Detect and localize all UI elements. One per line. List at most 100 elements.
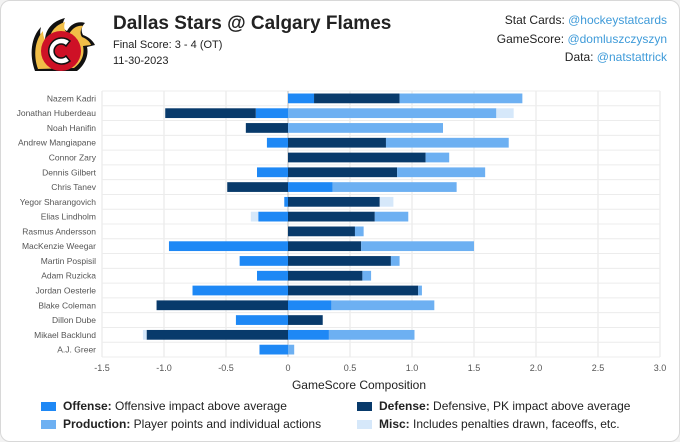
- x-tick-label: 1.5: [468, 363, 481, 373]
- bar-production: [390, 256, 400, 266]
- legend-name: Defense:: [379, 399, 430, 413]
- legend-swatch-offense: [41, 402, 56, 412]
- bar-defense: [288, 211, 375, 222]
- bar-production: [361, 241, 474, 252]
- legend-desc: Player points and individual actions: [130, 417, 322, 431]
- bar-defense: [245, 123, 288, 133]
- player-label: Jonathan Huberdeau: [17, 108, 97, 118]
- game-date: 11-30-2023: [113, 55, 169, 67]
- page-title: Dallas Stars @ Calgary Flames: [113, 13, 392, 34]
- legend-defense: Defense: Defensive, PK impact above aver…: [357, 399, 630, 413]
- bar-offense: [168, 241, 288, 252]
- player-label: Dillon Dube: [52, 315, 96, 325]
- bar-offense: [288, 93, 315, 104]
- bar-defense: [165, 108, 256, 119]
- bar-defense: [288, 256, 391, 266]
- x-tick-label: 0: [285, 363, 290, 373]
- player-label: Dennis Gilbert: [42, 167, 96, 177]
- bar-defense: [227, 182, 288, 192]
- player-label: A.J. Greer: [57, 345, 96, 355]
- bar-defense: [156, 300, 288, 311]
- bar-production: [418, 285, 422, 296]
- bar-production: [397, 167, 486, 178]
- player-label: Chris Tanev: [51, 182, 96, 192]
- bar-offense: [235, 315, 288, 325]
- x-tick-label: -1.5: [94, 363, 110, 373]
- bar-production: [425, 152, 450, 163]
- credit-label: GameScore:: [496, 32, 568, 46]
- player-label: Blake Coleman: [38, 300, 96, 310]
- bar-offense: [258, 211, 288, 222]
- bar-offense: [284, 196, 288, 207]
- credit-stat-cards: Stat Cards: @hockeystatcards: [505, 13, 667, 27]
- x-tick-label: 1.0: [406, 363, 419, 373]
- bar-offense: [192, 285, 288, 296]
- credit-handle-link[interactable]: @domluszczyszyn: [567, 32, 667, 46]
- player-label: Andrew Mangiapane: [18, 138, 96, 148]
- bar-offense: [288, 182, 333, 192]
- credit-handle-link[interactable]: @natstattrick: [596, 50, 667, 64]
- bar-misc: [250, 211, 259, 222]
- bar-offense: [266, 137, 288, 148]
- x-tick-label: 2.0: [530, 363, 543, 373]
- bar-defense: [146, 329, 288, 340]
- x-axis-title: GameScore Composition: [292, 378, 426, 392]
- bar-defense: [288, 152, 426, 163]
- bar-defense: [288, 137, 386, 148]
- bar-defense: [288, 226, 355, 237]
- credit-gamescore: GameScore: @domluszczyszyn: [497, 32, 667, 46]
- bar-defense: [288, 196, 380, 207]
- bar-defense: [288, 270, 363, 281]
- bar-defense: [288, 315, 323, 325]
- player-label: Yegor Sharangovich: [20, 197, 97, 207]
- legend-production: Production: Player points and individual…: [41, 417, 321, 431]
- bar-defense: [288, 241, 362, 252]
- bar-production: [331, 300, 435, 311]
- player-label: Connor Zary: [49, 153, 97, 163]
- bar-production: [328, 329, 415, 340]
- x-tick-label: 0.5: [344, 363, 357, 373]
- player-label: Mikael Backlund: [34, 330, 96, 340]
- bar-production: [288, 108, 497, 119]
- player-label: Nazem Kadri: [47, 93, 96, 103]
- x-tick-label: -1.0: [156, 363, 172, 373]
- legend-offense: Offense: Offensive impact above average: [41, 399, 287, 413]
- bar-production: [288, 344, 295, 355]
- legend-name: Production:: [63, 417, 131, 431]
- credit-label: Data:: [564, 50, 597, 64]
- legend-swatch-misc: [357, 420, 372, 430]
- player-label: Rasmus Andersson: [22, 226, 96, 236]
- gamescore-chart: -1.5 -1.0 -0.5 0 0.5 1.0 1.5 2.0 2.5 3.0 Nazem Kad…: [17, 90, 667, 392]
- final-score: Final Score: 3 - 4 (OT): [113, 39, 223, 51]
- legend-misc: Misc: Includes penalties drawn, faceoffs…: [357, 417, 620, 431]
- bar-defense: [288, 167, 398, 178]
- legend-swatch-defense: [357, 402, 372, 412]
- bar-defense: [314, 93, 400, 104]
- bar-production: [362, 270, 372, 281]
- player-label: Elias Lindholm: [41, 212, 96, 222]
- player-label: Martin Pospisil: [41, 256, 96, 266]
- legend-name: Offense:: [63, 399, 112, 413]
- legend-name: Misc:: [379, 417, 410, 431]
- x-tick-label: 3.0: [654, 363, 667, 373]
- bar-production: [354, 226, 364, 237]
- calgary-flames-logo: [31, 18, 95, 71]
- credit-label: Stat Cards:: [504, 13, 569, 27]
- x-tick-label: -0.5: [218, 363, 234, 373]
- player-label: Adam Ruzicka: [41, 271, 96, 281]
- bar-production: [399, 93, 523, 104]
- bar-production: [374, 211, 409, 222]
- bar-production: [385, 137, 509, 148]
- credit-data: Data: @natstattrick: [565, 50, 667, 64]
- x-tick-label: 2.5: [592, 363, 605, 373]
- player-label: Noah Hanifin: [47, 123, 96, 133]
- legend-swatch-production: [41, 420, 56, 430]
- bar-offense: [239, 256, 288, 266]
- player-label: Jordan Oesterle: [36, 286, 97, 296]
- bar-misc: [379, 196, 394, 207]
- credit-handle-link[interactable]: @hockeystatcards: [568, 13, 667, 27]
- bar-offense: [255, 108, 288, 119]
- bar-production: [288, 123, 443, 133]
- player-label: MacKenzie Weegar: [22, 241, 96, 251]
